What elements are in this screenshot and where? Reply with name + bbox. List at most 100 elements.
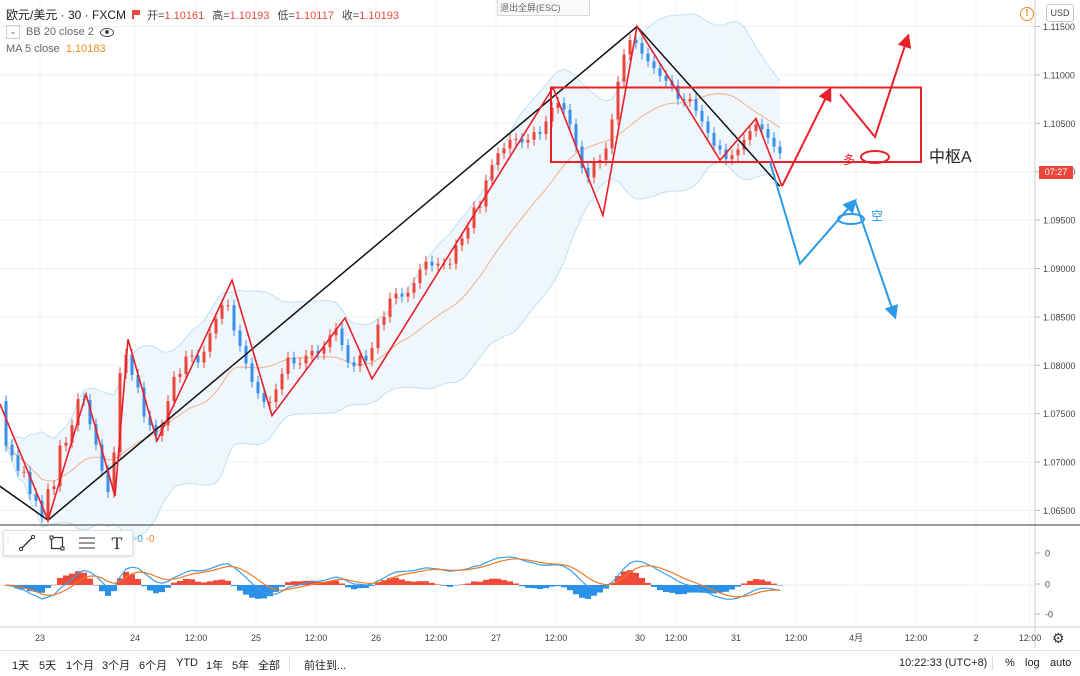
text-tool-icon[interactable]: T [111, 533, 123, 553]
candle-body [316, 350, 320, 354]
long-entry-ellipse[interactable] [860, 150, 890, 164]
macd-histogram-bar [519, 585, 525, 587]
macd-histogram-bar [753, 579, 759, 585]
range-3m[interactable]: 3个月 [102, 660, 131, 672]
symbol-title[interactable]: 欧元/美元 · 30 · FXCM [6, 8, 127, 22]
macd-histogram-bar [729, 585, 735, 590]
auto-toggle[interactable]: auto [1050, 657, 1072, 669]
range-5d[interactable]: 5天 [39, 660, 57, 672]
macd-histogram-bar [273, 585, 279, 592]
candle-body [574, 124, 578, 147]
macd-histogram-bar [195, 581, 201, 585]
fib-tool-icon[interactable] [72, 531, 102, 555]
bb-upper [5, 13, 781, 446]
macd-histogram-bar [375, 582, 381, 585]
candle-body [94, 424, 98, 445]
bb-fill [6, 14, 780, 538]
projection-short-arrow-mid[interactable] [769, 161, 857, 266]
time-axis[interactable]: 23 24 12:00 25 12:00 26 12:00 27 12:00 30 12:00 31 1… [35, 633, 1041, 643]
candle-body [190, 355, 194, 357]
projection-long-arrow-mid[interactable] [781, 86, 832, 187]
macd-histogram-bar [165, 585, 171, 588]
clock[interactable]: 10:22:33 (UTC+8) [899, 657, 988, 669]
macd-histogram-bar [381, 580, 387, 585]
range-1m[interactable]: 1个月 [66, 660, 95, 672]
short-entry-ellipse[interactable] [837, 213, 865, 225]
candle-body [778, 146, 782, 154]
y-tick-label: 1.09000 [1043, 264, 1076, 274]
macd-histogram-bar [621, 571, 627, 585]
range-1y[interactable]: 1年 [206, 660, 224, 672]
macd-histogram-bar [447, 585, 453, 587]
candle-body [64, 442, 68, 446]
macd-histogram-bar [417, 581, 423, 585]
candle-body [76, 399, 80, 426]
range-1d[interactable]: 1天 [12, 660, 30, 672]
range-all[interactable]: 全部 [258, 660, 280, 672]
range-5y[interactable]: 5年 [232, 660, 250, 672]
candle-body [208, 333, 212, 352]
candle-body [406, 292, 410, 297]
projection-long-arrow[interactable] [839, 33, 912, 139]
candle-body [88, 400, 92, 425]
collapse-chevron-icon[interactable]: ⌄ [6, 25, 20, 39]
macd-histogram-bar [39, 585, 45, 593]
ohlc-high: 高=1.10193 [212, 9, 270, 22]
trend-line-tool-icon[interactable] [12, 531, 42, 555]
macd-histogram-bar [129, 574, 135, 585]
price-axis[interactable]: 1.115001.110001.105001.100001.095001.090… [1035, 22, 1076, 516]
currency-button[interactable]: USD [1046, 4, 1074, 22]
exit-fullscreen-button[interactable]: 退出全屏(ESC) [497, 0, 590, 16]
ma-label[interactable]: MA 5 close [6, 43, 60, 55]
candle-body [562, 102, 566, 110]
macd-histogram-bar [675, 585, 681, 595]
settings-gear-icon[interactable]: ⚙ [1052, 630, 1065, 646]
candle-body [664, 75, 668, 81]
macd-histogram-bar [459, 584, 465, 585]
candle-body [232, 305, 236, 331]
macd-histogram-bar [591, 585, 597, 596]
macd-histogram-bar [483, 579, 489, 585]
macd-panel[interactable]: 0 0 -0 [0, 549, 1053, 620]
macd-histogram-bar [651, 585, 657, 587]
macd-histogram-bar [477, 581, 483, 585]
zhongshu-box[interactable] [550, 86, 922, 164]
candle-body [736, 149, 740, 156]
candle-body [694, 99, 698, 111]
eye-icon[interactable] [99, 27, 114, 37]
candle-body [238, 330, 242, 346]
macd-tick-label: 0 [1045, 580, 1050, 590]
bb-label[interactable]: BB 20 close 2 [26, 26, 94, 38]
goto-date-button[interactable]: 前往到... [304, 660, 347, 672]
trend-line-black[interactable] [0, 25, 781, 522]
projection-short-arrow[interactable] [854, 200, 898, 320]
candle-body [760, 124, 764, 130]
candle-body [580, 146, 584, 168]
macd-histogram-bar [405, 581, 411, 585]
zigzag-line-red[interactable] [0, 24, 783, 523]
macd-histogram-bar [531, 585, 537, 589]
candle-body [256, 381, 260, 394]
macd-histogram-bar [495, 578, 501, 585]
log-toggle[interactable]: log [1025, 657, 1040, 669]
flag-icon[interactable] [132, 10, 141, 19]
range-ytd[interactable]: YTD [176, 657, 198, 669]
macd-histogram-bar [771, 583, 777, 585]
candle-body [688, 99, 692, 102]
warning-icon[interactable]: ! [1020, 7, 1034, 21]
range-6m[interactable]: 6个月 [139, 660, 168, 672]
candle-body [682, 99, 686, 102]
candle-body [556, 102, 560, 108]
candle-body [610, 119, 614, 149]
macd-histogram-bar [27, 585, 33, 592]
rectangle-tool-icon[interactable] [42, 531, 72, 555]
macd-histogram-bar [687, 585, 693, 593]
toolbar-drag-handle[interactable]: ⋮ [3, 537, 13, 549]
signal-value: -0 [145, 534, 155, 545]
candle-body [70, 425, 74, 443]
candle-body [166, 401, 170, 426]
percent-toggle[interactable]: % [1005, 657, 1015, 669]
bb-legend: ⌄ BB 20 close 2 [6, 25, 114, 39]
macd-histogram-bar [543, 585, 549, 589]
